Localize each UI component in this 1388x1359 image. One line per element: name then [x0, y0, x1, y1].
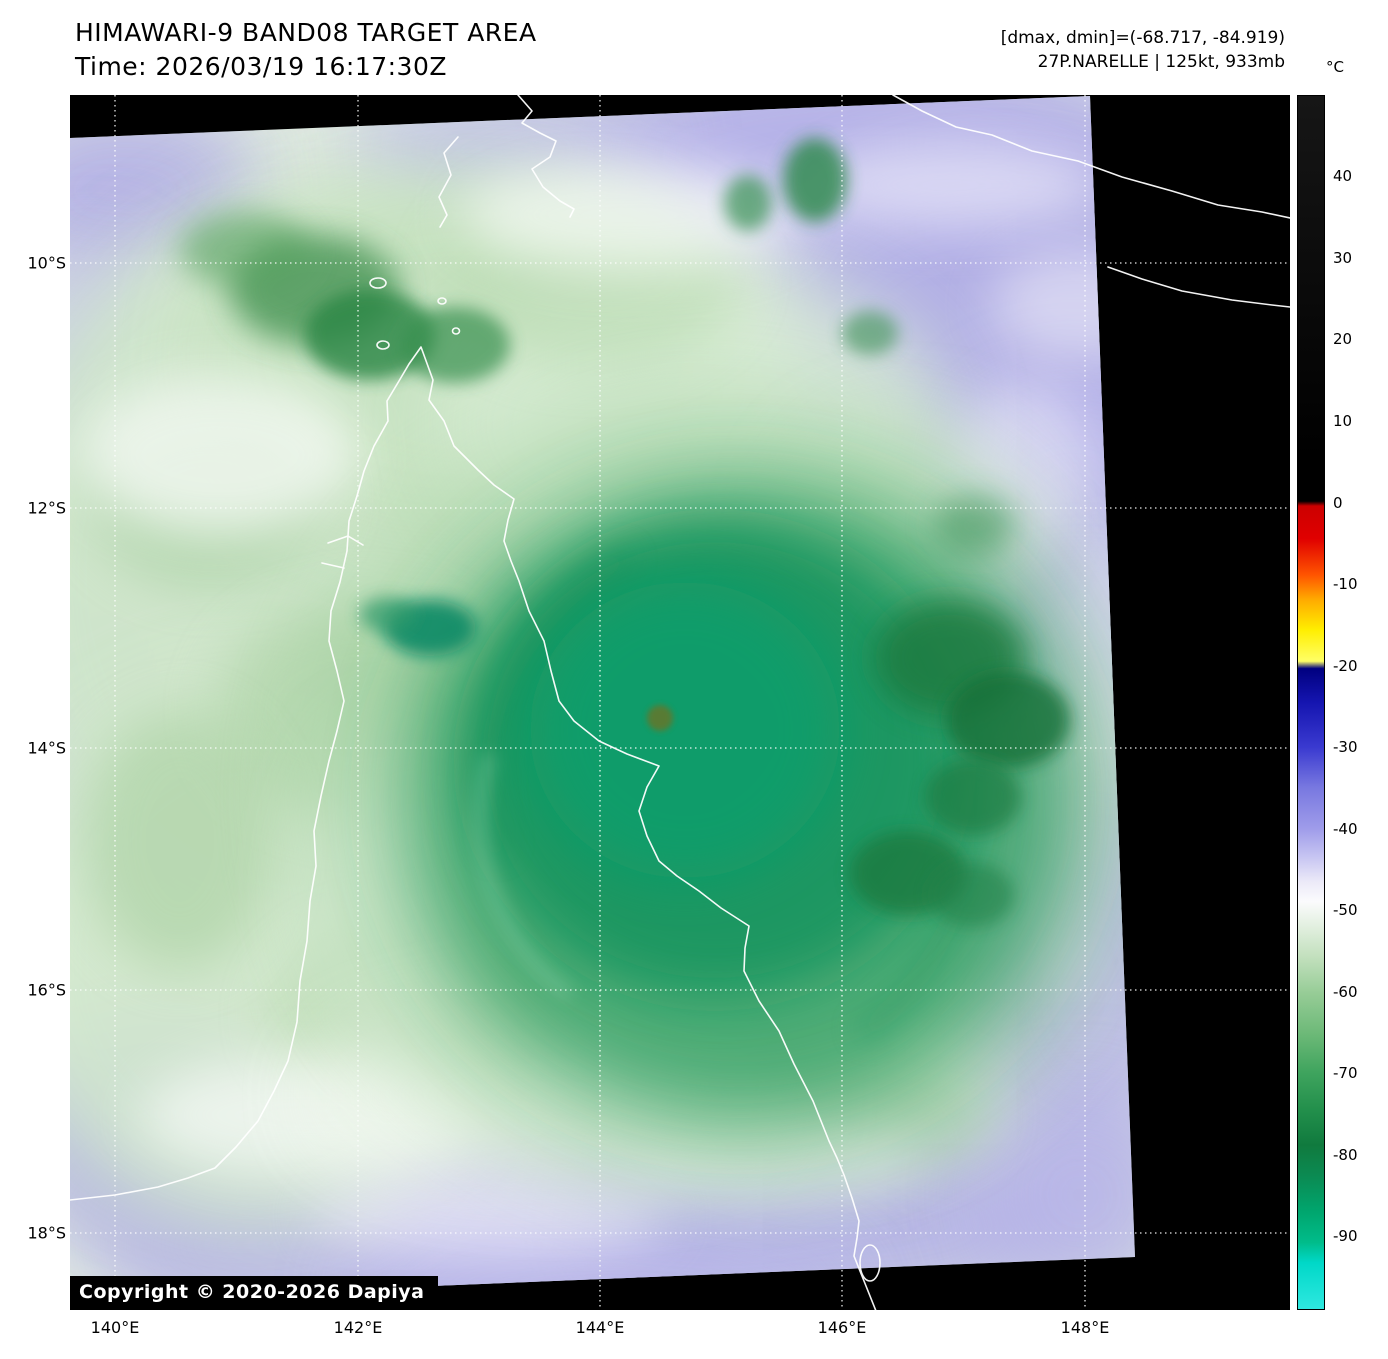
colorbar-unit-label: °C	[1326, 58, 1344, 76]
png-southeast-coast-upper	[892, 94, 1291, 219]
colorbar-tick-label: 20	[1333, 330, 1353, 348]
product-timestamp: Time: 2026/03/19 16:17:30Z	[75, 52, 447, 81]
dmax-dmin-readout: [dmax, dmin]=(-68.717, -84.919)	[1000, 28, 1285, 48]
colorbar-tick-label: -20	[1333, 657, 1358, 675]
lon-label: 144°E	[575, 1318, 625, 1337]
estuary-lines	[321, 535, 364, 569]
colorbar-tick-label: -50	[1333, 901, 1358, 919]
torres-island	[376, 340, 390, 350]
colorbar-tick-labels: 40 30 20 10 0 -10 -20 -30 -40 -50 -60 -7…	[1333, 95, 1383, 1310]
coastline-overlay	[69, 94, 1291, 1312]
product-title: HIMAWARI-9 BAND08 TARGET AREA	[75, 18, 537, 47]
lon-label: 140°E	[90, 1318, 140, 1337]
copyright-badge: Copyright © 2020-2026 Dapiya	[70, 1276, 439, 1310]
colorbar-tick-label: -90	[1333, 1227, 1358, 1245]
cyclone-eye	[647, 705, 673, 731]
lon-label: 146°E	[817, 1318, 867, 1337]
cyclone-cloud-mass	[290, 395, 1135, 1195]
lat-label: 12°S	[27, 498, 66, 518]
colorbar-tick-label: -10	[1333, 575, 1358, 593]
lat-label: 14°S	[27, 738, 66, 758]
data-swath	[70, 96, 1135, 1301]
lon-label: 142°E	[333, 1318, 383, 1337]
png-west-coast-squiggle	[438, 136, 459, 228]
storm-info-readout: 27P.NARELLE | 125kt, 933mb	[1037, 52, 1285, 72]
colorbar-tick-label: 0	[1333, 494, 1343, 512]
colorbar-tick-label: 30	[1333, 249, 1353, 267]
png-southeast-coast-lower	[1107, 266, 1291, 308]
colorbar-tick-label: 40	[1333, 167, 1353, 185]
colorbar-tick-label: 10	[1333, 412, 1353, 430]
hinchinbrook-island	[859, 1244, 881, 1282]
satellite-image	[69, 94, 1291, 1312]
torres-island	[451, 327, 461, 335]
colorbar-tick-label: -30	[1333, 738, 1358, 756]
colorbar-tick-label: -70	[1333, 1064, 1358, 1082]
colorbar-gradient	[1297, 95, 1325, 1310]
lat-label: 16°S	[27, 980, 66, 1000]
torres-island	[437, 297, 447, 305]
satellite-map-area	[69, 94, 1291, 1312]
colorbar-tick-label: -60	[1333, 983, 1358, 1001]
graticule-overlay	[70, 95, 1290, 1310]
dark-green-cold-patches	[180, 138, 1070, 927]
australia-coastline	[69, 346, 877, 1312]
lon-label: 148°E	[1060, 1318, 1110, 1337]
colorbar-tick-label: -40	[1333, 820, 1358, 838]
colorbar-tick-label: -80	[1333, 1146, 1358, 1164]
torres-island	[369, 277, 387, 289]
lat-label: 18°S	[27, 1223, 66, 1243]
png-delta-coastline	[517, 94, 575, 218]
lat-label: 10°S	[27, 253, 66, 273]
